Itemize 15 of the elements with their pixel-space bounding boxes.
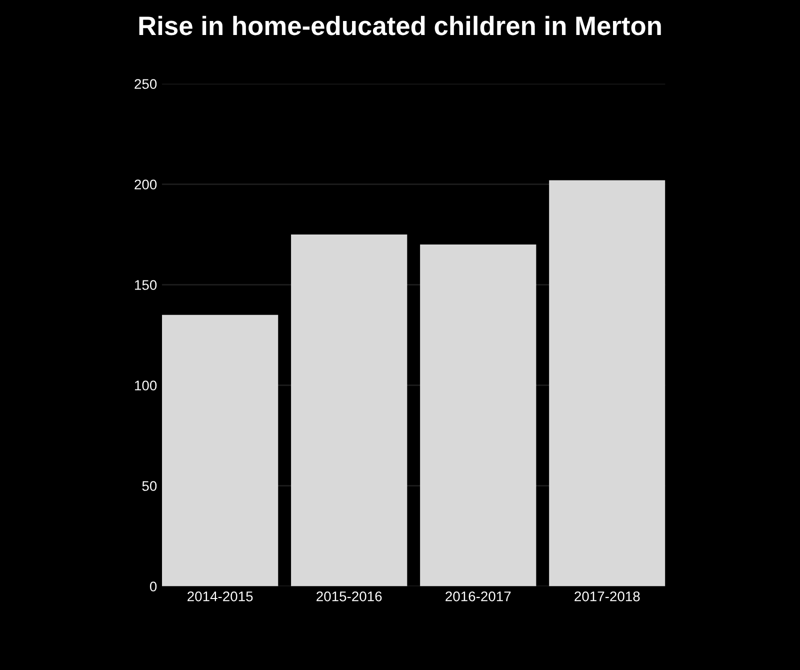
y-tick-label: 50	[142, 481, 157, 491]
bar	[549, 180, 666, 586]
y-tick-label: 100	[135, 380, 157, 390]
y-tick-label: 250	[134, 79, 157, 89]
x-tick-label: 2015-2016	[316, 591, 382, 602]
bar	[291, 234, 408, 586]
y-tick-label: 0	[150, 582, 157, 592]
y-tick-label: 200	[134, 180, 157, 190]
chart-title: Rise in home-educated children in Merton	[139, 16, 661, 36]
bar	[420, 244, 536, 586]
x-tick-label: 2014-2015	[188, 591, 253, 602]
y-tick-label: 150	[135, 280, 157, 290]
x-tick-label: 2016-2017	[446, 591, 511, 602]
bar	[162, 314, 278, 586]
x-tick-label: 2017-2018	[574, 591, 640, 602]
